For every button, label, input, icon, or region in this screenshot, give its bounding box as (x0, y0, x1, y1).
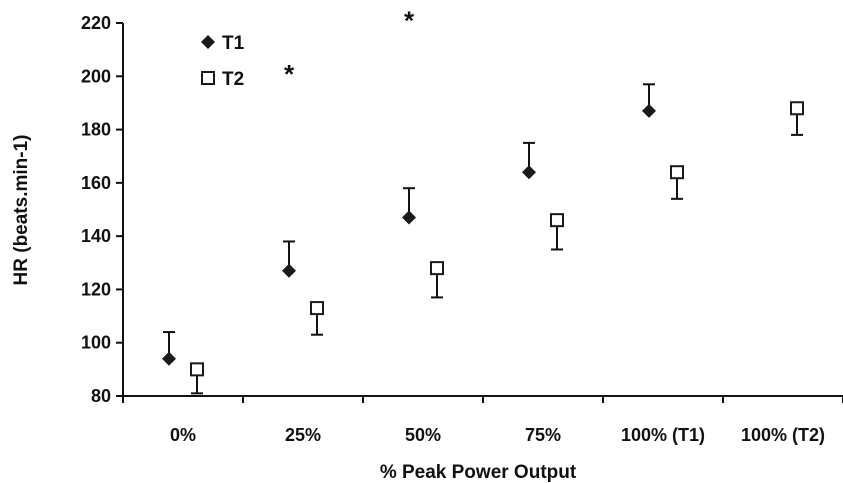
x-axis-title: % Peak Power Output (380, 462, 577, 483)
y-axis-title: HR (beats.min-1) (11, 135, 32, 286)
legend-marker-t1 (201, 35, 215, 49)
data-point-t2 (190, 362, 204, 377)
data-point-t2 (430, 261, 444, 276)
y-tick-label: 120 (81, 279, 111, 299)
significance-asterisk: * (284, 59, 295, 89)
data-point-t1 (282, 263, 296, 278)
x-tick-label: 75% (525, 425, 561, 445)
x-axis-ticks: 0% 25% 50% 75% 100% (T1) 100% (T2) (122, 396, 843, 445)
data-point-t2 (790, 101, 804, 116)
legend-label-t2: T2 (222, 69, 244, 90)
y-tick-label: 80 (91, 386, 111, 406)
data-marks (162, 83, 804, 395)
y-tick-label: 140 (81, 226, 111, 246)
x-tick-label: 0% (170, 425, 196, 445)
data-point-t2 (550, 213, 564, 228)
y-tick-label: 100 (81, 333, 111, 353)
x-tick-label: 25% (285, 425, 321, 445)
significance-asterisk: * (404, 6, 415, 36)
data-point-t2 (310, 301, 324, 316)
data-point-t1 (522, 165, 536, 180)
data-point-t1 (642, 103, 656, 118)
legend: T1 T2 (201, 33, 245, 90)
legend-marker-t2 (201, 71, 215, 85)
y-tick-label: 160 (81, 173, 111, 193)
y-tick-label: 220 (81, 13, 111, 33)
y-tick-label: 180 (81, 120, 111, 140)
data-point-t2 (670, 165, 684, 180)
x-tick-label: 50% (405, 425, 441, 445)
legend-label-t1: T1 (222, 33, 245, 54)
y-axis-ticks: 80 100 120 140 160 180 200 220 (81, 13, 123, 406)
data-point-t1 (402, 210, 416, 225)
x-tick-label: 100% (T1) (621, 425, 705, 445)
y-tick-label: 200 (81, 66, 111, 86)
data-point-t1 (162, 351, 176, 366)
x-tick-label: 100% (T2) (741, 425, 825, 445)
significance-annotations: **** (284, 6, 415, 89)
